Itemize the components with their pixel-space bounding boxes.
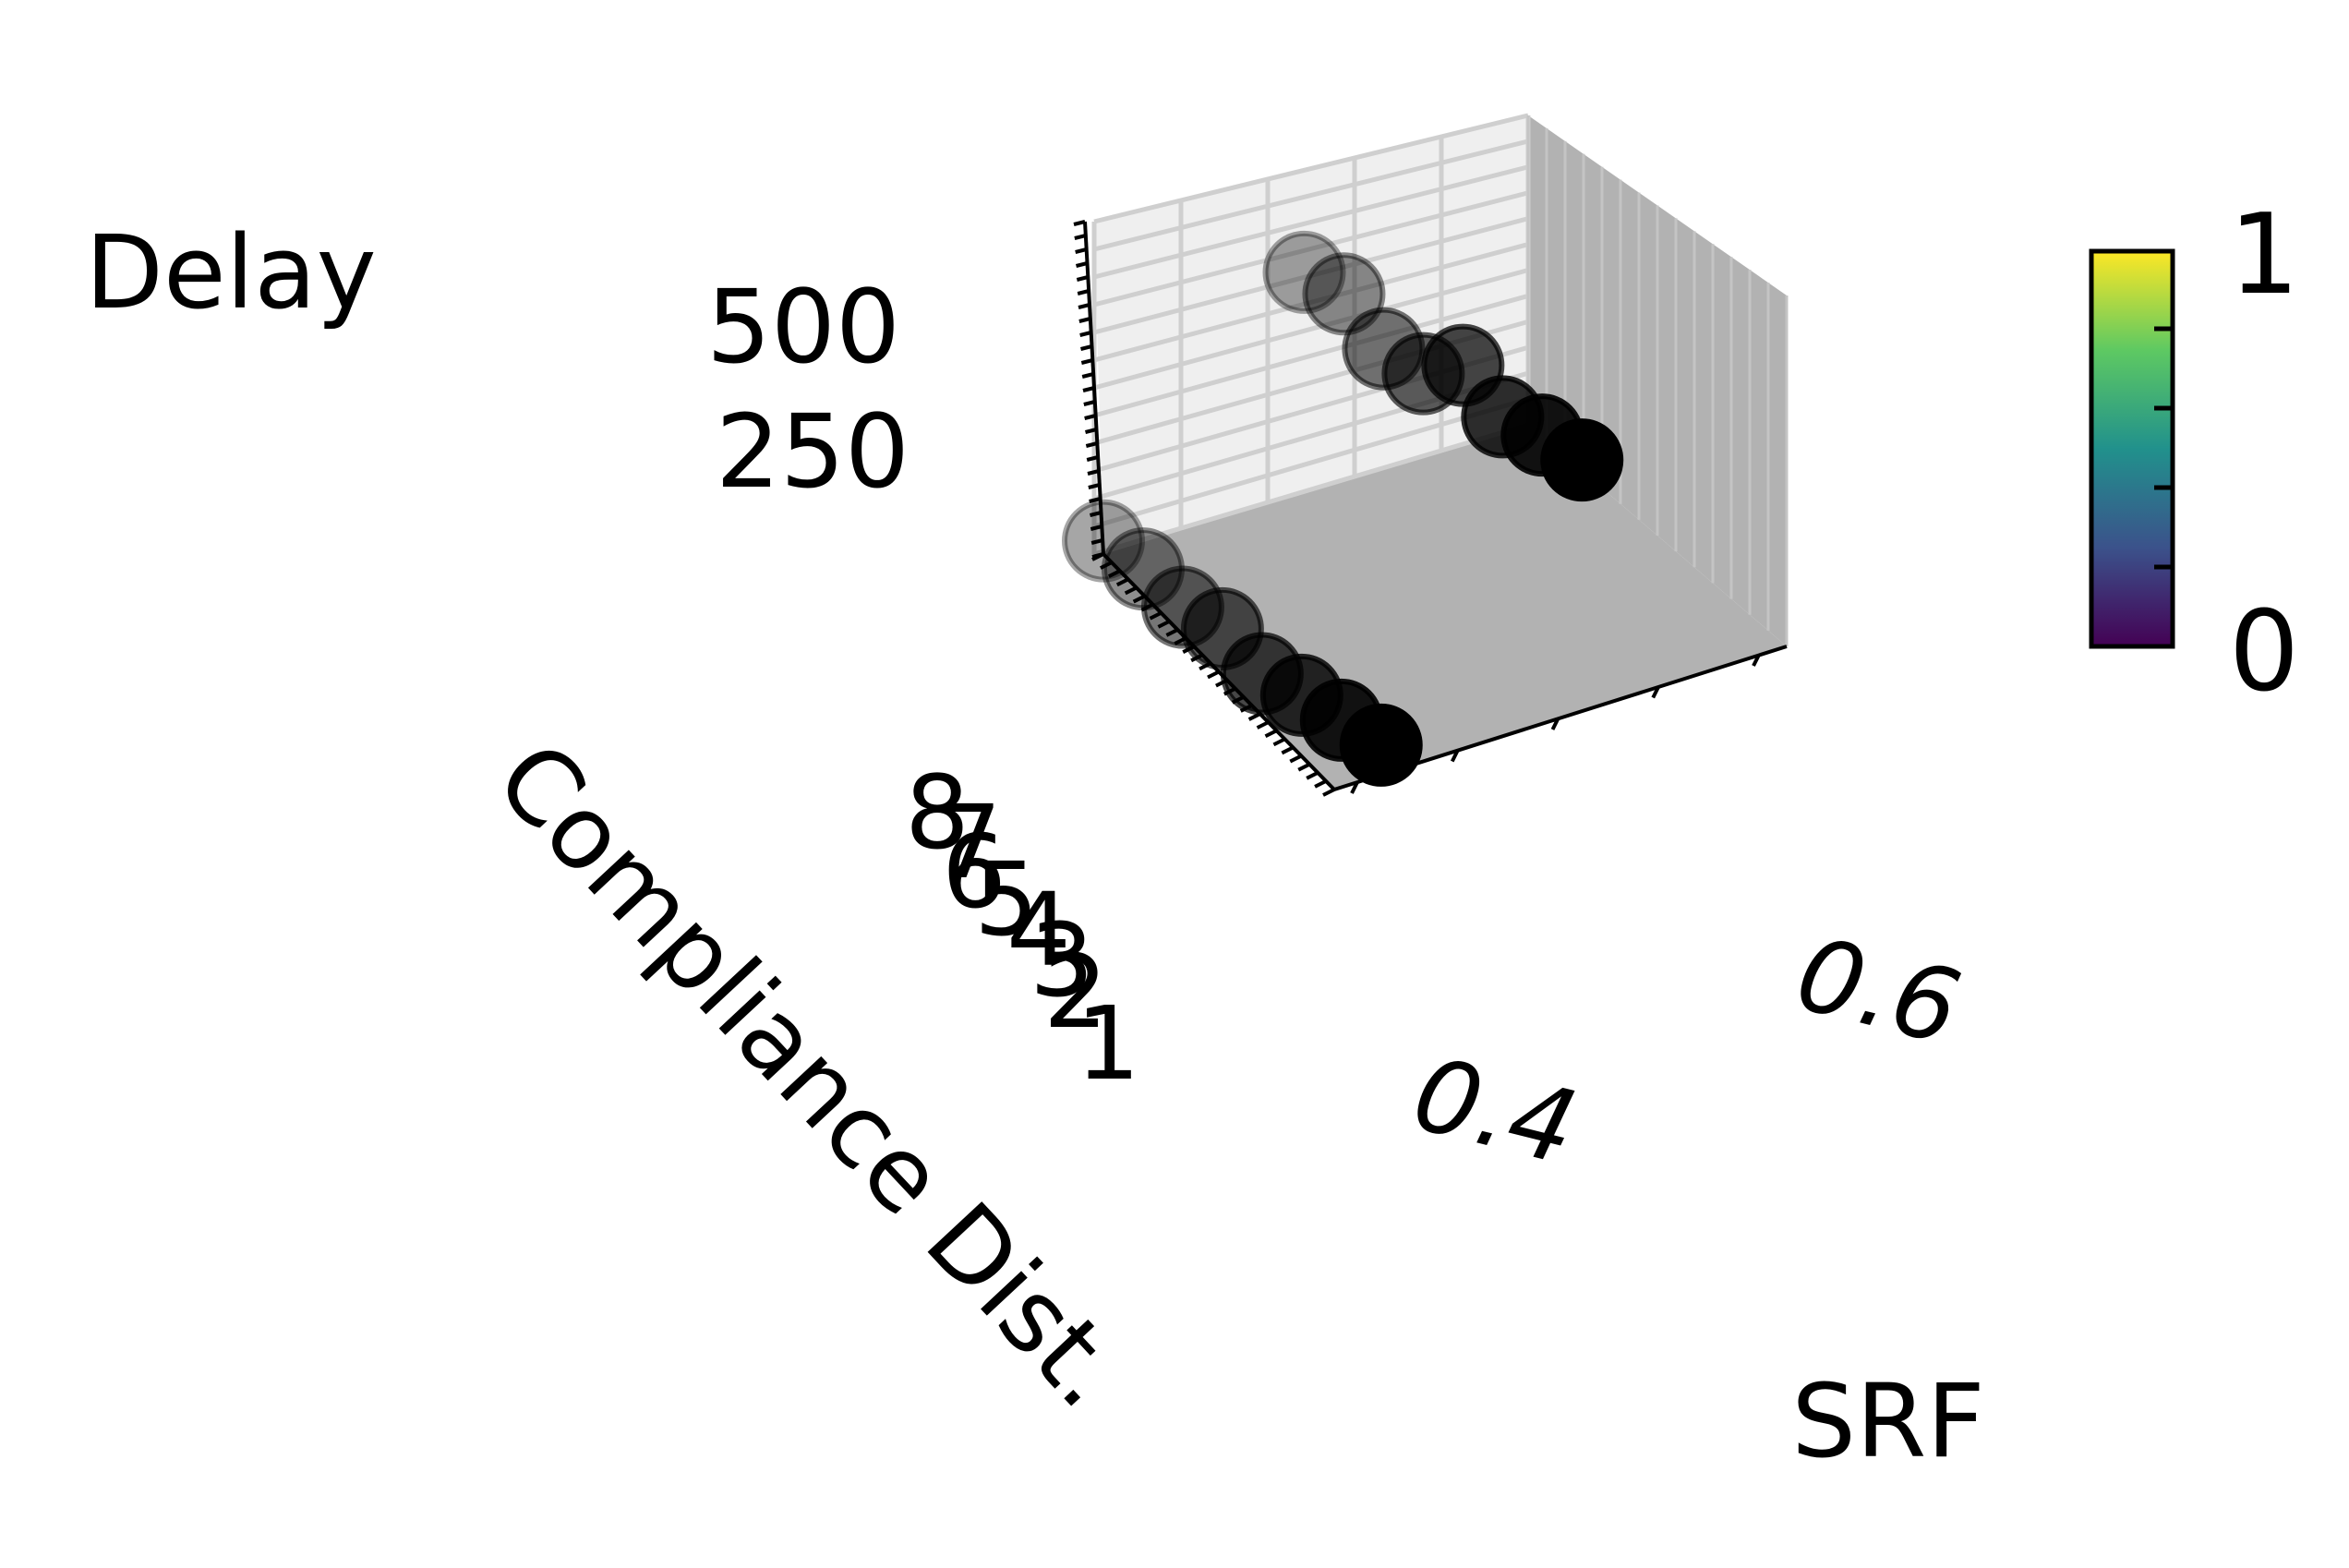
z-tick	[1075, 247, 1088, 254]
y-tick	[1256, 720, 1270, 730]
z-tick	[1083, 400, 1096, 406]
grid-line-horizontal	[1093, 164, 1529, 280]
grid-lines	[1091, 113, 1789, 646]
scatter-point	[1339, 703, 1423, 787]
z-tick-label-500: 500	[706, 268, 900, 386]
x-tick	[1450, 749, 1460, 763]
y-tick	[1281, 745, 1295, 755]
x-tick	[1752, 654, 1761, 667]
x-tick	[1651, 685, 1661, 699]
x-axis-label: SRF	[1791, 1362, 1985, 1480]
grid-line-horizontal	[1093, 139, 1529, 252]
y-tick	[1100, 561, 1113, 570]
z-axis-label: Delay	[85, 213, 376, 332]
z-tick-label-250: 250	[716, 392, 909, 511]
y-tick	[1264, 729, 1278, 739]
z-tick	[1074, 234, 1087, 240]
z-tick	[1078, 317, 1091, 323]
y-tick	[1091, 552, 1104, 561]
y-tick	[1107, 569, 1121, 579]
y-tick	[1322, 788, 1335, 797]
scatter-markers	[1062, 230, 1624, 787]
colorbar-ticks	[2154, 326, 2173, 570]
grid-line-horizontal	[1093, 190, 1529, 308]
y-tick-label-2: 2	[1043, 933, 1108, 1051]
colorbar-max-label: 1	[2229, 191, 2299, 320]
z-tick	[1084, 414, 1097, 420]
y-tick-label-7: 7	[937, 783, 1002, 901]
grid-line-horizontal	[1093, 242, 1529, 363]
y-tick-labels: 8 7 6 5 4 3 2 1	[905, 754, 1140, 1103]
y-tick-label-8: 8	[905, 754, 970, 872]
z-tick	[1090, 511, 1102, 517]
grid-line-horizontal	[1093, 294, 1529, 418]
z-tick	[1080, 344, 1092, 351]
grid-line-horizontal	[1093, 268, 1529, 391]
grid-line-horizontal	[1093, 113, 1529, 224]
y-tick-label-5: 5	[974, 840, 1039, 959]
z-tick	[1090, 525, 1102, 531]
z-tick	[1090, 538, 1103, 545]
scatter-point	[1540, 418, 1624, 502]
colorbar	[2089, 248, 2175, 649]
y-tick	[1272, 737, 1286, 747]
x-tick-label-0.4: 0.4	[1403, 1034, 1588, 1188]
scatter-point	[1062, 499, 1145, 583]
y-tick	[1306, 770, 1319, 780]
grid-line-horizontal	[1093, 422, 1529, 557]
z-tick	[1077, 289, 1090, 296]
z-tick	[1073, 220, 1086, 226]
z-tick	[1081, 372, 1094, 379]
x-tick	[1350, 781, 1359, 794]
z-tick	[1088, 483, 1101, 489]
z-tick	[1085, 441, 1098, 448]
colorbar-min-label: 0	[2229, 588, 2299, 717]
y-tick	[1124, 585, 1138, 596]
x-tick-label-0.6: 0.6	[1786, 914, 1971, 1068]
y-tick	[1289, 754, 1303, 764]
z-tick	[1089, 497, 1102, 503]
z-tick	[1082, 386, 1095, 392]
scatter-point	[1262, 230, 1346, 314]
y-tick-label-6: 6	[942, 813, 1006, 931]
z-tick	[1086, 455, 1099, 462]
y-tick	[1115, 577, 1129, 587]
z-tick	[1076, 261, 1088, 268]
y-tick-label-3: 3	[1030, 901, 1094, 1019]
grid-line-horizontal	[1093, 396, 1529, 529]
back-wall-pane	[1094, 115, 1528, 554]
z-tick	[1087, 469, 1100, 476]
x-tick	[1550, 718, 1560, 730]
z-tick	[1079, 331, 1092, 337]
y-tick	[1207, 669, 1220, 680]
z-tick	[1078, 303, 1090, 309]
y-axis-label: Compliance Dist.	[474, 719, 1148, 1430]
z-tick	[1080, 358, 1093, 365]
y-tick	[1297, 762, 1311, 772]
y-tick-label-1: 1	[1076, 984, 1140, 1103]
y-tick-label-4: 4	[1006, 871, 1071, 989]
grid-line-horizontal	[1093, 216, 1529, 335]
z-tick	[1076, 275, 1089, 282]
y-tick	[1314, 779, 1327, 789]
z-tick	[1085, 428, 1097, 434]
